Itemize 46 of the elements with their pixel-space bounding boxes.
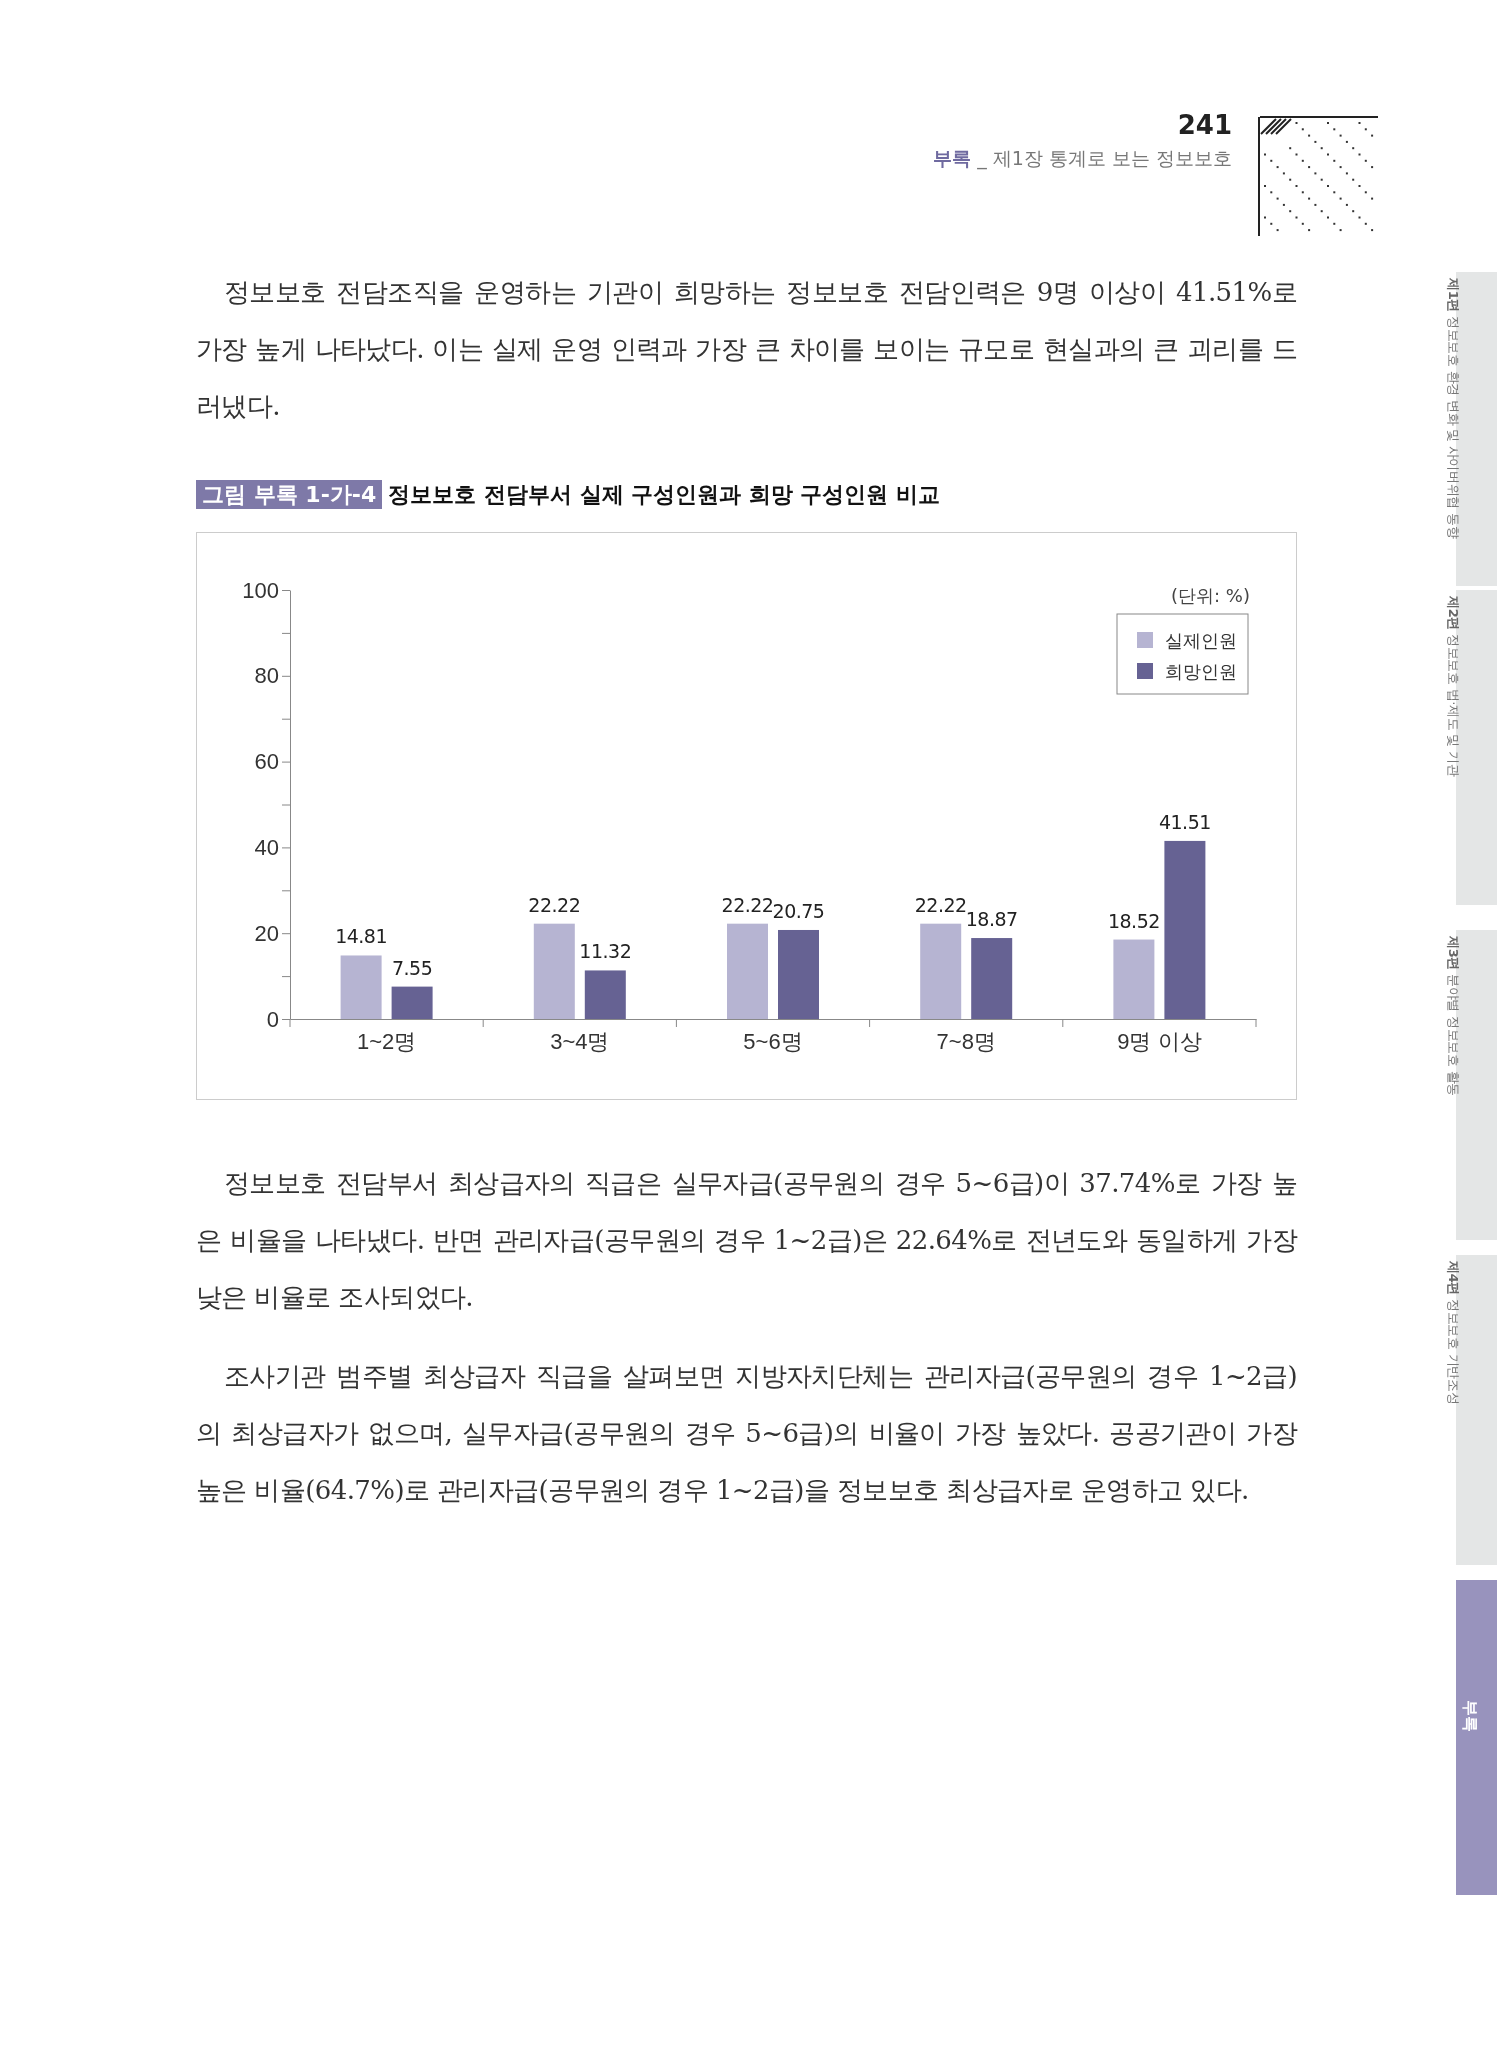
data-label: 41.51 xyxy=(1158,810,1211,833)
bar xyxy=(1113,939,1155,1019)
x-tick-label: 7~8명 xyxy=(936,1028,996,1054)
text: 정보보호 전담조직을 운영하는 기관이 희망하는 정보보호 전담인력은 9명 이상이 41.51%로 가장 높게 나타났다. 이는 실제 운영 인력과 가장 큰 차이를 보이는 규모로 현실과의 큰 괴리를 드러냈다. xyxy=(196,276,1297,423)
data-label: 20.75 xyxy=(772,899,825,922)
y-tick-label: 0 xyxy=(266,1006,279,1032)
bar xyxy=(920,923,962,1019)
text: 제1편 정보보호 환경 변화 및 사이버위협 동향 xyxy=(1446,278,1461,539)
data-label: 22.22 xyxy=(528,893,581,916)
text: 제2편 정보보호 법·제도 및 기관 xyxy=(1446,596,1461,777)
text: 조사기관 범주별 최상급자 직급을 살펴보면 지방자치단체는 관리자급(공무원의 경우 1~2급)의 최상급자가 없으며, 실무자급(공무원의 경우 5~6급)의 비율이 가장 높았다. 공공기관이 가장 높은 비율(64.7%)로 관리자급(공무원의 경우 1~2급)을 정보보호 최상급자로 운영하고 있다. xyxy=(196,1360,1297,1507)
legend-label: 실제인원 xyxy=(1165,630,1237,651)
y-tick-label: 20 xyxy=(254,920,279,946)
x-tick-label: 3~4명 xyxy=(550,1028,610,1054)
y-tick-label: 40 xyxy=(254,834,279,860)
data-label: 22.22 xyxy=(914,893,967,916)
x-tick-label: 1~2명 xyxy=(356,1028,417,1054)
y-tick-label: 100 xyxy=(242,577,279,603)
legend-label: 희망인원 xyxy=(1165,661,1237,682)
text: 241 xyxy=(1177,110,1232,140)
text: 부록 xyxy=(1460,1700,1480,1732)
bar xyxy=(1164,840,1206,1019)
y-tick-label: 80 xyxy=(254,663,279,689)
text: 정보보호 전담부서 최상급자의 직급은 실무자급(공무원의 경우 5~6급)이 37.74%로 가장 높은 비율을 나타냈다. 반면 관리자급(공무원의 경우 1~2급)은 22.64%로 전년도와 동일하게 가장 낮은 비율로 조사되었다. xyxy=(196,1167,1297,1314)
bar xyxy=(778,929,819,1019)
bar xyxy=(391,986,433,1019)
data-label: 11.32 xyxy=(579,940,632,963)
bar xyxy=(533,923,575,1019)
y-tick-label: 60 xyxy=(254,749,279,775)
text: 그림 부록 1-가-4 xyxy=(196,480,383,509)
x-tick-label: 5~6명 xyxy=(743,1028,803,1054)
bar xyxy=(340,955,382,1019)
data-label: 18.87 xyxy=(965,908,1018,931)
annotation: (단위: %) xyxy=(1171,585,1250,606)
data-label: 18.52 xyxy=(1107,909,1160,932)
chart-title: 정보보호 전담부서 실제 구성인원과 희망 구성인원 비교 xyxy=(388,482,941,507)
data-label: 7.55 xyxy=(391,956,433,979)
text: 제4편 정보보호 기반조성 xyxy=(1446,1261,1461,1405)
x-tick-label: 9명 이상 xyxy=(1117,1028,1202,1054)
bar xyxy=(584,970,626,1019)
bar xyxy=(727,923,768,1019)
data-label: 14.81 xyxy=(335,925,388,948)
data-label: 22.22 xyxy=(721,893,774,916)
text: 부록 _ 제1장 통계로 보는 정보보호 xyxy=(933,147,1232,169)
text: 제3편 분야별 정보보호 활동 xyxy=(1446,936,1461,1096)
bar xyxy=(971,938,1013,1019)
